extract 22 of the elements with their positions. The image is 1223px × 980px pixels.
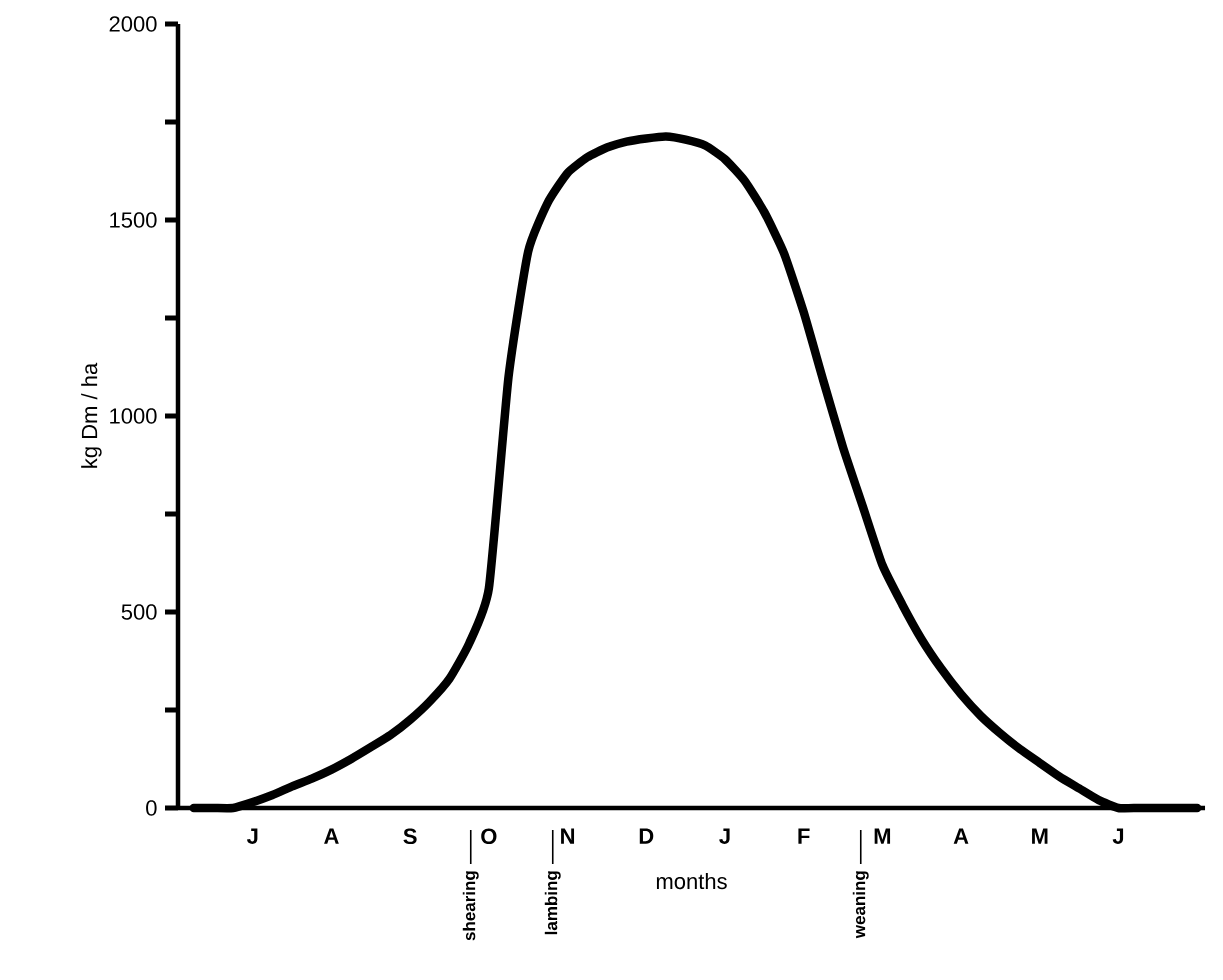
x-tick-label: F bbox=[798, 828, 810, 844]
y-tick-label: 1500 bbox=[110, 212, 157, 228]
x-tick-label: J bbox=[719, 828, 730, 844]
x-axis-title: months bbox=[656, 872, 727, 890]
text: weaning bbox=[852, 871, 869, 939]
text: lambing bbox=[544, 871, 561, 935]
y-tick-label: 0 bbox=[146, 800, 157, 816]
y-tick-label: 500 bbox=[121, 604, 157, 620]
y-tick-label: 1000 bbox=[110, 408, 157, 424]
x-tick-label: J bbox=[246, 828, 258, 844]
text: shearing bbox=[462, 871, 479, 941]
x-tick-label: A bbox=[324, 828, 339, 844]
y-tick-label: 2000 bbox=[109, 16, 157, 32]
x-tick-label: A bbox=[953, 828, 969, 844]
x-tick-label: N bbox=[561, 828, 575, 844]
y-axis-title: kg Dm / ha bbox=[81, 362, 102, 468]
x-tick-label: M bbox=[874, 828, 891, 844]
x-tick-label: J bbox=[1112, 828, 1124, 844]
x-tick-label: M bbox=[1032, 828, 1048, 844]
x-tick-label: D bbox=[639, 828, 654, 844]
x-tick-label: S bbox=[403, 828, 417, 845]
x-tick-label: O bbox=[481, 828, 497, 845]
